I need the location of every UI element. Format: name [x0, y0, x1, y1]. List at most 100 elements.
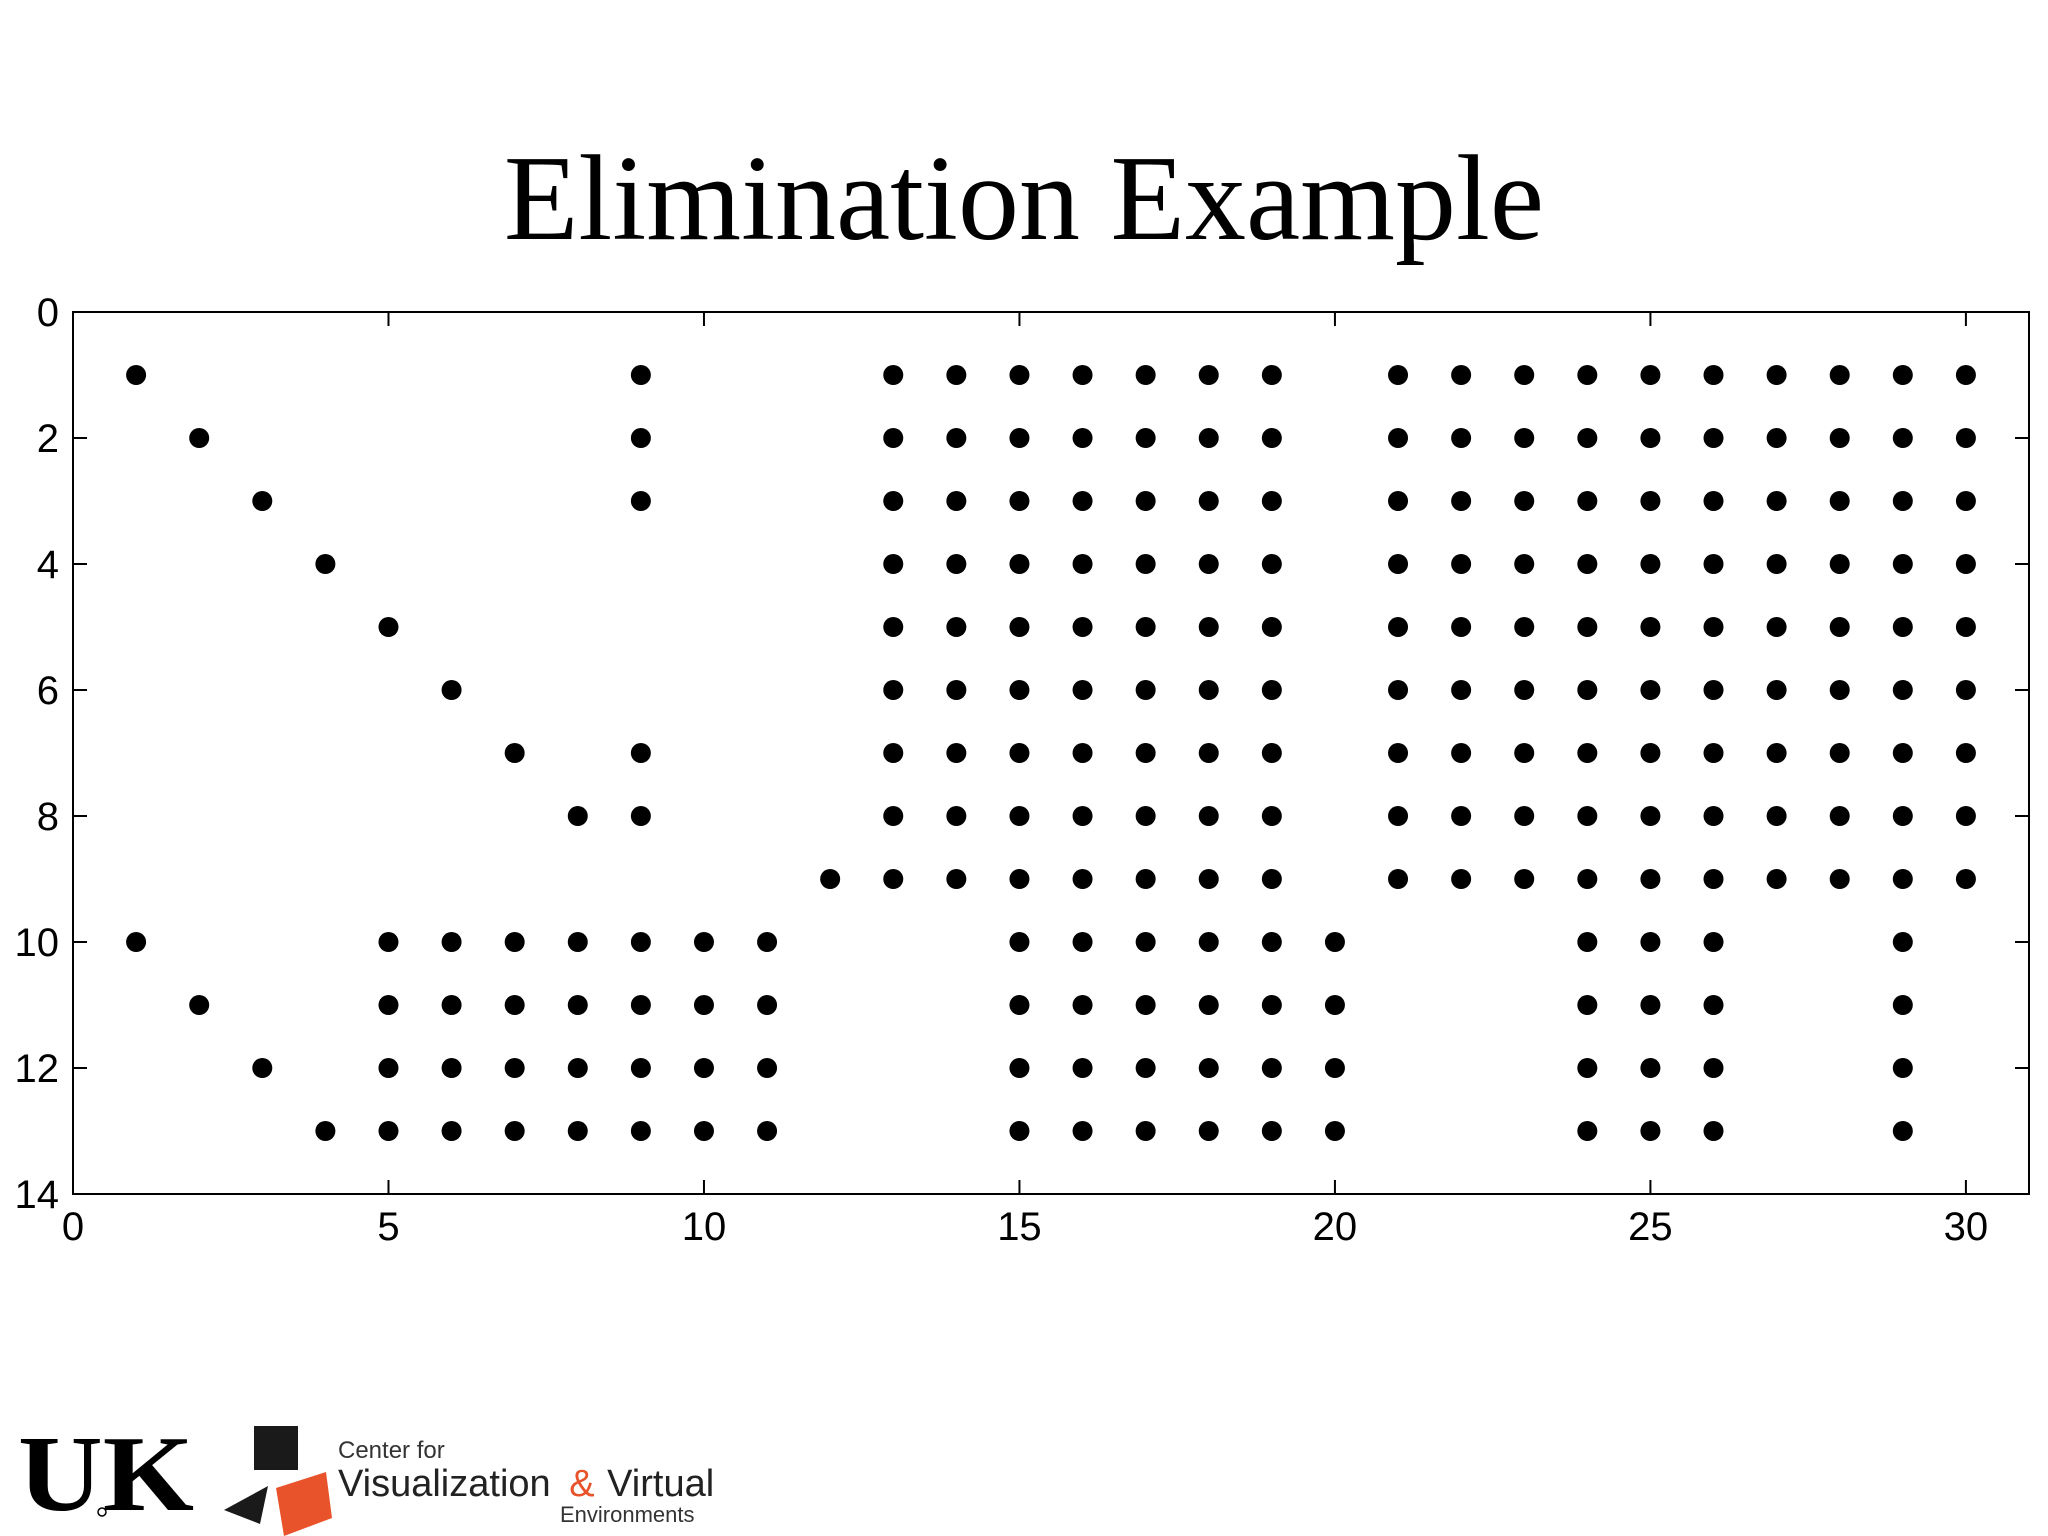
data-point — [1388, 806, 1409, 826]
data-point — [504, 995, 525, 1015]
data-point — [1766, 680, 1787, 700]
data-point — [1892, 680, 1913, 700]
y-tick-label: 2 — [37, 417, 59, 461]
data-point — [1261, 617, 1282, 637]
data-point — [1892, 932, 1913, 952]
data-point — [1703, 491, 1724, 511]
data-point — [1703, 428, 1724, 448]
data-point — [1892, 869, 1913, 889]
data-point — [1009, 491, 1030, 511]
data-point — [946, 428, 967, 448]
data-point — [1955, 806, 1976, 826]
data-point — [883, 869, 904, 889]
data-point — [1955, 617, 1976, 637]
data-point — [1388, 554, 1409, 574]
data-point — [946, 554, 967, 574]
data-point — [441, 680, 462, 700]
data-point — [1198, 743, 1219, 763]
data-point — [630, 1121, 651, 1141]
data-point — [1892, 1058, 1913, 1078]
data-point — [1324, 1058, 1345, 1078]
data-point — [1703, 680, 1724, 700]
data-point — [1198, 365, 1219, 385]
data-point — [757, 1058, 778, 1078]
data-point — [378, 1058, 399, 1078]
data-point — [1514, 869, 1535, 889]
data-point — [883, 743, 904, 763]
data-point — [1324, 1121, 1345, 1141]
data-point — [441, 1058, 462, 1078]
data-point — [1766, 869, 1787, 889]
cvve-virtual: Virtual — [607, 1463, 714, 1505]
data-point — [1577, 491, 1598, 511]
data-point — [1072, 554, 1093, 574]
data-point — [1703, 743, 1724, 763]
cvve-black-square — [254, 1426, 298, 1470]
data-point — [630, 491, 651, 511]
data-point — [1766, 491, 1787, 511]
data-point — [693, 1121, 714, 1141]
data-point — [1766, 806, 1787, 826]
data-point — [1955, 554, 1976, 574]
data-point — [1135, 617, 1156, 637]
data-point — [1892, 428, 1913, 448]
data-point — [1703, 869, 1724, 889]
data-point — [883, 491, 904, 511]
data-point — [1072, 995, 1093, 1015]
y-tick-label: 12 — [15, 1047, 60, 1091]
y-tick-label: 14 — [15, 1173, 60, 1217]
data-points — [126, 365, 1976, 1141]
data-point — [1009, 932, 1030, 952]
data-point — [1009, 1058, 1030, 1078]
cvve-line3: Environments — [560, 1502, 695, 1527]
data-point — [567, 932, 588, 952]
data-point — [1577, 428, 1598, 448]
data-point — [630, 995, 651, 1015]
data-point — [1640, 1121, 1661, 1141]
data-point — [1135, 743, 1156, 763]
data-point — [1261, 680, 1282, 700]
data-point — [1703, 617, 1724, 637]
data-point — [1640, 932, 1661, 952]
data-point — [1009, 365, 1030, 385]
data-point — [946, 491, 967, 511]
data-point — [1135, 554, 1156, 574]
data-point — [1892, 491, 1913, 511]
data-point — [1577, 869, 1598, 889]
data-point — [378, 932, 399, 952]
data-point — [1703, 806, 1724, 826]
data-point — [441, 1121, 462, 1141]
data-point — [1514, 365, 1535, 385]
cvve-orange-square — [276, 1472, 332, 1536]
data-point — [1198, 932, 1219, 952]
data-point — [1577, 743, 1598, 763]
data-point — [1829, 869, 1850, 889]
data-point — [1198, 680, 1219, 700]
y-tick-label: 10 — [15, 921, 60, 965]
data-point — [630, 932, 651, 952]
data-point — [693, 995, 714, 1015]
data-point — [946, 365, 967, 385]
data-point — [757, 1121, 778, 1141]
data-point — [1135, 995, 1156, 1015]
data-point — [1198, 806, 1219, 826]
data-point — [946, 680, 967, 700]
x-tick-label: 10 — [682, 1205, 727, 1249]
data-point — [1451, 554, 1472, 574]
data-point — [1198, 554, 1219, 574]
data-point — [1135, 680, 1156, 700]
data-point — [1514, 491, 1535, 511]
data-point — [1829, 806, 1850, 826]
plot-frame — [72, 311, 2030, 1195]
data-point — [1388, 365, 1409, 385]
data-point — [1577, 1121, 1598, 1141]
data-point — [883, 428, 904, 448]
data-point — [1261, 491, 1282, 511]
data-point — [1009, 806, 1030, 826]
data-point — [1451, 428, 1472, 448]
data-point — [630, 743, 651, 763]
data-point — [1388, 428, 1409, 448]
x-tick-label: 20 — [1313, 1205, 1358, 1249]
data-point — [1829, 680, 1850, 700]
